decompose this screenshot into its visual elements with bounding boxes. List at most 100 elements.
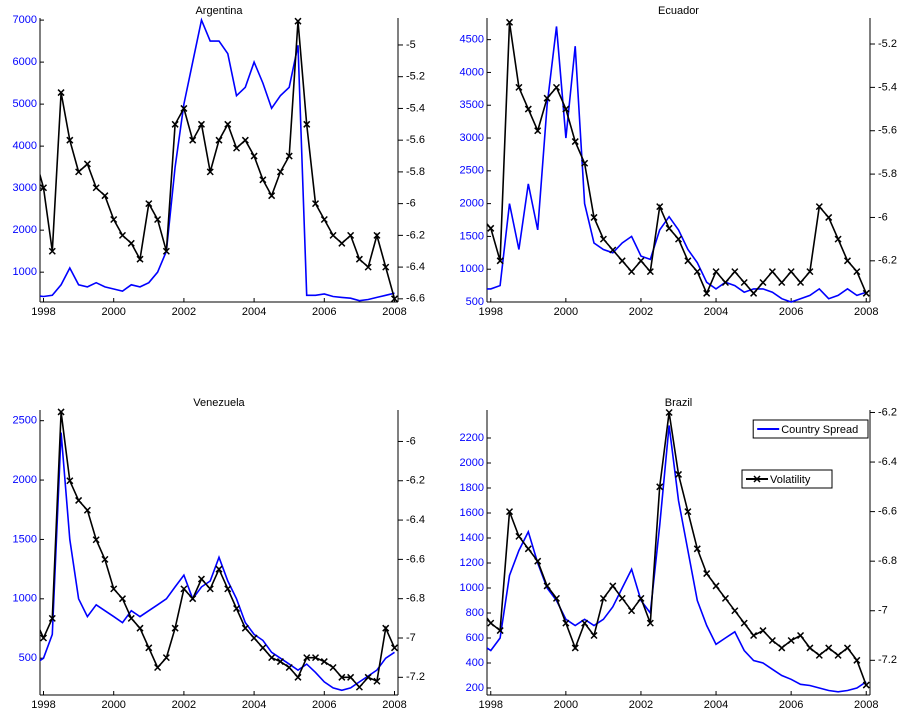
- series-line: [487, 412, 867, 686]
- y2-tick-label: -6.4: [406, 514, 425, 526]
- x-tick-label: 2000: [554, 306, 578, 318]
- legend-label: Volatility: [770, 474, 811, 486]
- marker: [815, 203, 823, 211]
- marker: [32, 615, 38, 621]
- x-tick-label: 2000: [101, 699, 125, 711]
- y-tick-label: 4000: [13, 140, 37, 152]
- legend-box: [741, 469, 833, 489]
- series-line: [40, 432, 395, 692]
- y-tick-label: 600: [466, 632, 484, 644]
- legend-marker: [753, 475, 761, 483]
- marker: [250, 634, 258, 642]
- marker: [571, 644, 579, 652]
- y2-tick-label: -5.4: [406, 102, 425, 114]
- marker: [101, 555, 109, 563]
- marker: [750, 289, 758, 297]
- marker: [180, 585, 188, 593]
- marker: [646, 619, 654, 627]
- marker: [355, 255, 363, 263]
- marker: [487, 224, 495, 232]
- y2-tick-label: -7.2: [878, 654, 897, 666]
- series-line: [40, 21, 396, 300]
- marker: [233, 144, 241, 152]
- marker: [224, 585, 232, 593]
- marker: [224, 120, 232, 128]
- marker: [40, 634, 48, 642]
- marker: [48, 614, 56, 622]
- marker: [101, 192, 109, 200]
- series-line: [40, 411, 396, 689]
- marker: [505, 18, 514, 26]
- y-tick-label: 2000: [13, 224, 37, 236]
- marker: [552, 83, 560, 91]
- y-tick-label: 4500: [460, 34, 484, 46]
- y2-tick-label: -6: [406, 198, 416, 210]
- marker: [285, 663, 293, 672]
- marker: [373, 677, 381, 685]
- marker: [154, 215, 162, 224]
- marker: [75, 168, 83, 176]
- x-tick-label: 1998: [31, 699, 55, 711]
- marker: [373, 231, 381, 239]
- series-line: [487, 26, 867, 303]
- marker: [75, 496, 83, 504]
- y-tick-label: 3000: [460, 132, 484, 144]
- marker: [581, 159, 589, 167]
- marker: [311, 200, 320, 208]
- marker: [628, 268, 636, 276]
- marker: [118, 595, 127, 603]
- x-tick-label: 1998: [479, 306, 503, 318]
- marker: [180, 104, 188, 112]
- y2-tick-label: -5.6: [406, 134, 425, 146]
- marker: [515, 83, 523, 91]
- marker: [215, 565, 223, 573]
- legend-box: [752, 419, 869, 439]
- series-line: [487, 22, 867, 296]
- marker: [390, 644, 398, 652]
- marker: [599, 594, 607, 602]
- y-tick-label: 5000: [13, 98, 37, 110]
- marker: [825, 213, 833, 221]
- marker: [83, 506, 91, 514]
- y-tick-label: 500: [466, 296, 484, 308]
- x-tick-label: 2004: [704, 699, 728, 711]
- marker: [759, 627, 767, 635]
- panel: Venezuela 1998 2000 2002 2004 2006 2008 500 1000…: [13, 397, 425, 711]
- marker: [136, 624, 144, 632]
- marker: [731, 268, 739, 276]
- marker: [637, 594, 645, 602]
- y2-tick-label: -6.6: [406, 553, 425, 565]
- y-tick-label: 1800: [460, 482, 484, 494]
- marker: [637, 257, 645, 265]
- marker: [487, 619, 495, 627]
- marker: [390, 295, 398, 303]
- marker: [241, 624, 249, 632]
- marker: [241, 136, 249, 144]
- y-tick-label: 1000: [460, 582, 484, 594]
- y-tick-label: 1400: [460, 532, 484, 544]
- marker: [778, 278, 786, 287]
- marker: [145, 200, 153, 208]
- marker: [320, 658, 328, 666]
- y2-tick-label: -6.8: [878, 555, 897, 567]
- y2-tick-label: -6.4: [878, 456, 897, 468]
- marker: [303, 120, 311, 128]
- y2-tick-label: -6.8: [406, 593, 425, 605]
- y-tick-label: 1500: [460, 230, 484, 242]
- marker: [110, 585, 118, 593]
- y-tick-label: 1000: [13, 266, 37, 278]
- marker: [189, 595, 197, 603]
- y2-tick-label: -5.8: [406, 166, 425, 178]
- marker: [206, 168, 214, 176]
- x-tick-label: 2006: [779, 306, 803, 318]
- marker: [329, 663, 337, 672]
- y2-tick-label: -7.2: [406, 671, 425, 683]
- marker: [609, 582, 617, 590]
- marker: [646, 268, 654, 276]
- x-tick-label: 2002: [629, 306, 653, 318]
- marker: [693, 545, 701, 553]
- y2-tick-label: -6.4: [406, 261, 425, 273]
- marker: [496, 627, 504, 635]
- marker: [515, 532, 523, 540]
- marker: [665, 408, 673, 417]
